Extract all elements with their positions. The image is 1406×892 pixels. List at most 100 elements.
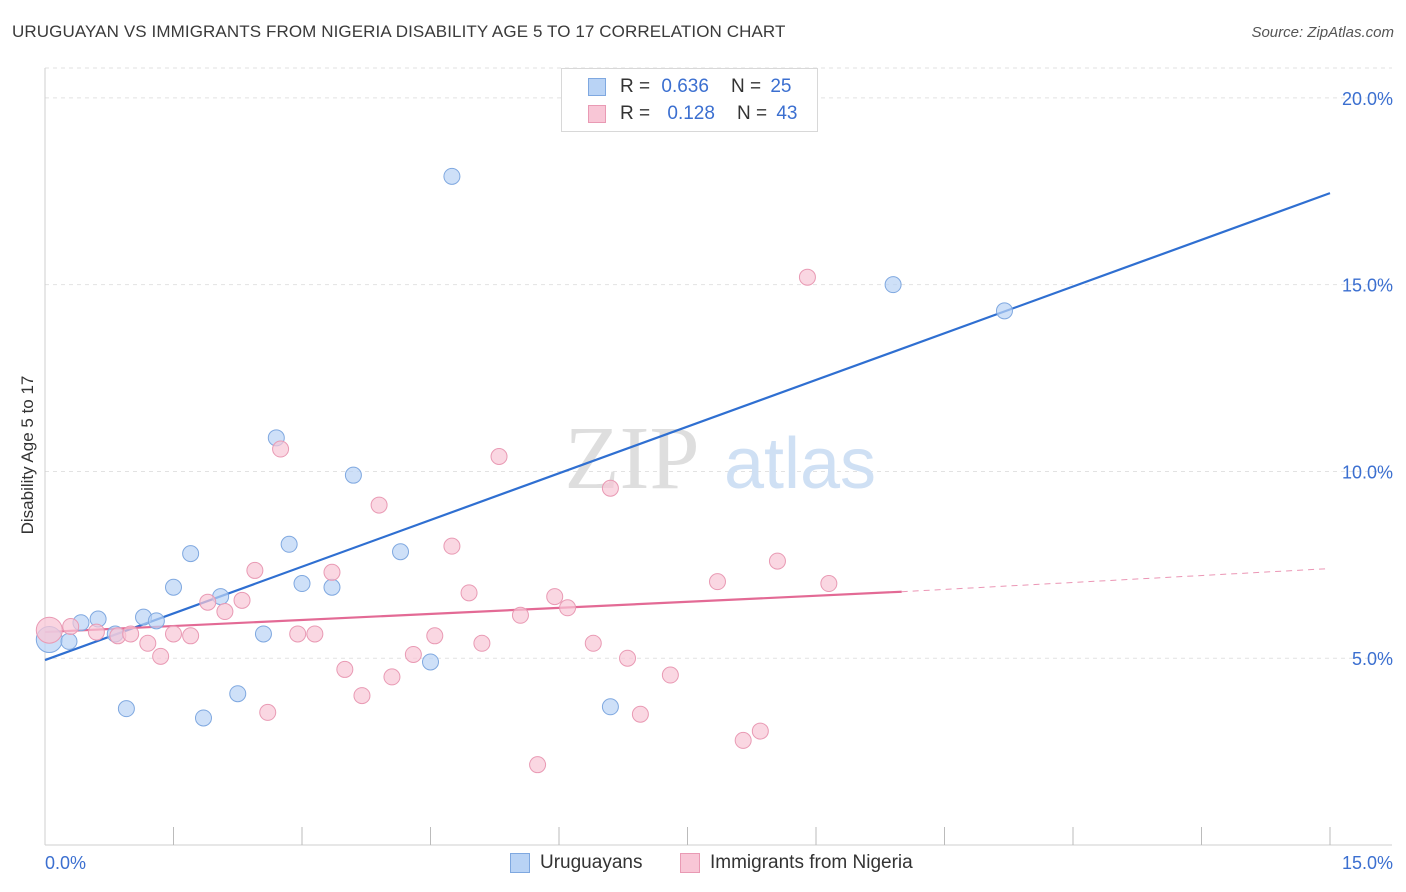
uruguayans-swatch bbox=[588, 78, 606, 96]
uruguayans-point bbox=[884, 276, 902, 294]
nigeria-point bbox=[306, 625, 324, 643]
y-tick-label: 20.0% bbox=[1342, 89, 1393, 109]
y-tick-label: 10.0% bbox=[1342, 462, 1393, 482]
nigeria-point bbox=[383, 668, 401, 686]
legend-label-nigeria: Immigrants from Nigeria bbox=[710, 852, 913, 873]
axes bbox=[44, 68, 1392, 846]
nigeria-point bbox=[511, 606, 529, 624]
series-legend: Uruguayans Immigrants from Nigeria bbox=[0, 852, 1406, 878]
uruguayans-point bbox=[147, 612, 165, 630]
uruguayans-point bbox=[117, 700, 135, 718]
tick-labels: 5.0% 10.0% 15.0% 20.0% 0.0% 15.0% bbox=[45, 89, 1393, 873]
x-tick-label: 0.0% bbox=[45, 853, 86, 873]
n-label: N = bbox=[730, 76, 762, 97]
nigeria-point bbox=[216, 603, 234, 621]
watermark-atlas: atlas bbox=[724, 424, 876, 504]
nigeria-trend-extension bbox=[901, 568, 1331, 593]
nigeria-point bbox=[820, 575, 838, 593]
nigeria-point bbox=[768, 552, 786, 570]
uruguayans-point bbox=[194, 709, 212, 727]
stats-legend-row-uruguayans: R = 0.636 N = 25 bbox=[588, 74, 791, 100]
uruguayans-point bbox=[601, 698, 619, 716]
n-value: 43 bbox=[776, 103, 798, 124]
nigeria-point bbox=[152, 647, 170, 665]
nigeria-point bbox=[661, 666, 679, 684]
nigeria-point bbox=[631, 705, 649, 723]
nigeria-point bbox=[233, 591, 251, 609]
uruguayans-point bbox=[995, 302, 1013, 320]
uruguayans-point bbox=[254, 625, 272, 643]
nigeria-point bbox=[460, 584, 478, 602]
uruguayans-point bbox=[229, 685, 247, 703]
y-axis-label: Disability Age 5 to 17 bbox=[18, 375, 37, 535]
trend-lines bbox=[44, 192, 1331, 662]
watermark-zip: ZIP bbox=[565, 409, 700, 508]
uruguayans-point bbox=[443, 167, 461, 185]
uruguayans-point bbox=[182, 545, 200, 563]
nigeria-point bbox=[165, 625, 182, 643]
uruguayans-trend-line bbox=[44, 192, 1331, 662]
nigeria-trend-line bbox=[44, 590, 902, 634]
nigeria-point bbox=[246, 561, 264, 579]
nigeria-point bbox=[546, 588, 564, 606]
watermark: ZIP atlas bbox=[565, 409, 877, 508]
stats-legend: R = 0.636 N = 25 R = 0.128 N = 43 bbox=[561, 68, 818, 132]
uruguayans-point bbox=[392, 543, 410, 561]
stats-legend-row-nigeria: R = 0.128 N = 43 bbox=[588, 101, 797, 127]
n-label: N = bbox=[736, 103, 768, 124]
uruguayans-legend-swatch bbox=[510, 853, 530, 873]
y-tick-label: 5.0% bbox=[1352, 649, 1393, 669]
nigeria-point bbox=[289, 625, 307, 643]
legend-label-uruguayans: Uruguayans bbox=[540, 852, 643, 873]
nigeria-point bbox=[336, 660, 354, 678]
nigeria-point bbox=[529, 756, 547, 774]
uruguayans-point bbox=[344, 466, 362, 484]
uruguayans-point bbox=[280, 535, 298, 553]
nigeria-point bbox=[182, 627, 200, 645]
nigeria-point bbox=[601, 479, 619, 497]
nigeria-point bbox=[619, 649, 637, 667]
nigeria-point bbox=[139, 634, 157, 652]
uruguayans-point bbox=[293, 575, 311, 593]
legend-item-uruguayans[interactable]: Uruguayans bbox=[510, 852, 642, 874]
nigeria-point bbox=[370, 496, 388, 514]
uruguayans-point bbox=[422, 653, 439, 671]
nigeria-point bbox=[87, 623, 105, 641]
nigeria-point bbox=[490, 448, 508, 465]
n-value: 25 bbox=[770, 76, 792, 97]
r-label: R = bbox=[620, 76, 651, 97]
nigeria-point bbox=[798, 268, 816, 286]
r-value: 0.636 bbox=[661, 76, 709, 97]
nigeria-point bbox=[708, 573, 726, 591]
legend-item-nigeria[interactable]: Immigrants from Nigeria bbox=[680, 852, 913, 874]
nigeria-point bbox=[35, 616, 63, 644]
nigeria-point bbox=[443, 537, 461, 555]
uruguayans-point bbox=[60, 632, 78, 650]
nigeria-point bbox=[559, 599, 577, 617]
nigeria-point bbox=[426, 627, 444, 645]
nigeria-point bbox=[122, 625, 140, 643]
r-label: R = bbox=[620, 103, 651, 124]
nigeria-point bbox=[62, 617, 80, 635]
nigeria-point bbox=[584, 634, 602, 652]
nigeria-point bbox=[751, 722, 769, 740]
nigeria-point bbox=[323, 563, 341, 581]
uruguayans-point bbox=[323, 578, 341, 596]
nigeria-point bbox=[473, 634, 491, 652]
data-points bbox=[35, 167, 1013, 774]
r-value: 0.128 bbox=[667, 103, 715, 124]
nigeria-point bbox=[199, 593, 217, 611]
chart-title: URUGUAYAN VS IMMIGRANTS FROM NIGERIA DIS… bbox=[12, 22, 786, 41]
source-label: Source: ZipAtlas.com bbox=[1251, 24, 1394, 41]
nigeria-swatch bbox=[588, 105, 606, 123]
uruguayans-point bbox=[165, 578, 182, 596]
nigeria-legend-swatch bbox=[680, 853, 700, 873]
x-tick-label: 15.0% bbox=[1342, 853, 1393, 873]
nigeria-point bbox=[272, 440, 290, 458]
nigeria-point bbox=[353, 687, 371, 705]
nigeria-point bbox=[259, 703, 277, 721]
y-tick-label: 15.0% bbox=[1342, 276, 1393, 296]
nigeria-point bbox=[404, 645, 422, 663]
nigeria-point bbox=[734, 731, 752, 749]
